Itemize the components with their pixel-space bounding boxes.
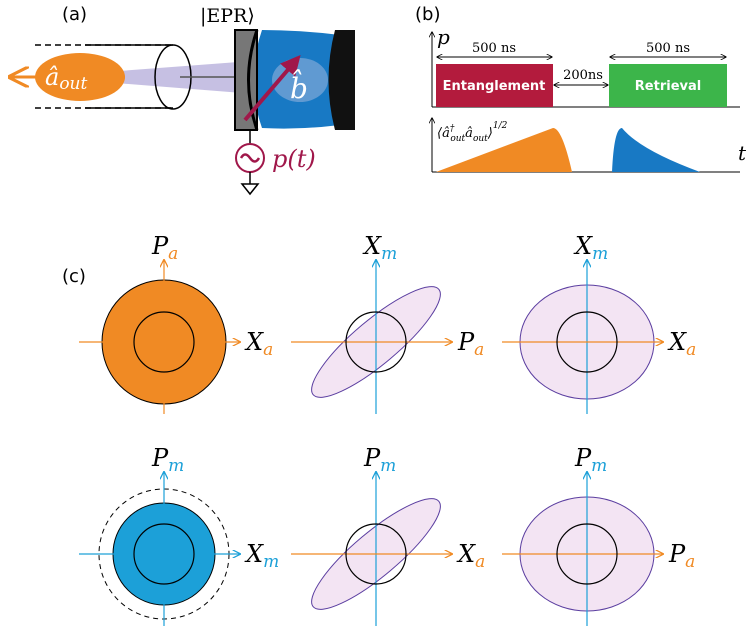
horizontal-axis-label: Pa <box>457 328 484 360</box>
vacuum-circle <box>133 311 195 373</box>
vacuum-circle <box>345 311 407 373</box>
output-main: â <box>45 63 59 91</box>
envelope-label: ⟨â† outâout⟩1/2 <box>437 121 508 144</box>
part: ⟩ <box>487 126 493 141</box>
source-symbol <box>239 153 261 163</box>
label-sub: m <box>592 244 608 264</box>
duration-label: 500 ns <box>472 41 516 56</box>
horizontal-axis-label: Xa <box>667 328 696 360</box>
label-main: X <box>244 328 264 356</box>
pulse-label: Entanglement <box>443 79 546 94</box>
mode-label: b̂ <box>290 70 308 105</box>
phase-space-plot: Pm Xa <box>291 444 485 626</box>
duration-label: 500 ns <box>646 41 690 56</box>
horizontal-axis-label: Xa <box>456 540 485 572</box>
output-envelope <box>612 128 700 172</box>
label-main: P <box>668 540 686 568</box>
label-main: P <box>363 444 381 472</box>
drive-label: p(t) <box>272 145 316 173</box>
panel-a: (a) âout |EPR⟩ b̂ p(t) <box>10 4 355 196</box>
output-sub: out <box>59 74 87 94</box>
label-main: X <box>667 328 687 356</box>
label-sub: a <box>686 340 696 360</box>
vertical-axis-label: Xm <box>362 232 397 264</box>
label-main: P <box>151 232 169 260</box>
label-sub: m <box>380 456 396 476</box>
label-sub: m <box>263 552 279 572</box>
label-main: P <box>151 444 169 472</box>
part: † <box>450 124 455 134</box>
label-main: P <box>457 328 475 356</box>
pulse <box>436 64 553 107</box>
state-label: |EPR⟩ <box>200 5 255 27</box>
part: 1/2 <box>493 121 508 131</box>
horizontal-axis-label: Pa <box>668 540 695 572</box>
label-main: X <box>456 540 476 568</box>
label-sub: a <box>475 552 485 572</box>
label-main: X <box>244 540 264 568</box>
vertical-axis-label: Pm <box>151 444 184 476</box>
mirror-surface <box>247 29 259 131</box>
ground <box>240 183 260 196</box>
vertical-axis-label: Pm <box>574 444 607 476</box>
output-envelope <box>436 128 572 172</box>
label-sub: m <box>381 244 397 264</box>
vertical-axis-label: Xm <box>573 232 608 264</box>
panel-b: (b) p Entanglement Retrieval 500 ns 500 … <box>415 4 747 173</box>
vacuum-circle <box>556 311 618 373</box>
output-label: âout <box>45 63 87 94</box>
x-axis-label: t <box>738 141 747 165</box>
pulse <box>609 64 727 107</box>
part: â <box>465 126 473 141</box>
vertical-axis-label: Pm <box>363 444 396 476</box>
label-main: X <box>362 232 382 260</box>
vacuum-circle <box>556 523 618 585</box>
label-sub: m <box>168 456 184 476</box>
label-main: P <box>574 444 592 472</box>
vertical-axis-label: Pa <box>151 232 178 264</box>
gap-label: 200ns <box>563 68 603 83</box>
vacuum-circle <box>133 523 195 585</box>
label-sub: a <box>685 552 695 572</box>
pulse-label: Retrieval <box>635 79 701 94</box>
horizontal-axis-label: Xa <box>244 328 273 360</box>
label-sub: a <box>474 340 484 360</box>
horizontal-axis-label: Xm <box>244 540 279 572</box>
drive-arrow <box>243 54 301 122</box>
phase-space-plot: Xm Pa <box>291 232 484 414</box>
part: out <box>473 134 488 144</box>
panel-label: (b) <box>415 4 440 25</box>
panel-label: (a) <box>62 4 87 25</box>
label-sub: a <box>263 340 273 360</box>
part: ⟨â <box>437 126 450 141</box>
label-main: X <box>573 232 593 260</box>
label-sub: m <box>591 456 607 476</box>
vacuum-circle <box>345 523 407 585</box>
part: out <box>450 134 465 144</box>
mirror-right <box>328 30 355 130</box>
panel-label: (c) <box>62 266 86 287</box>
label-sub: a <box>168 244 178 264</box>
y-axis-label: p <box>437 25 450 49</box>
